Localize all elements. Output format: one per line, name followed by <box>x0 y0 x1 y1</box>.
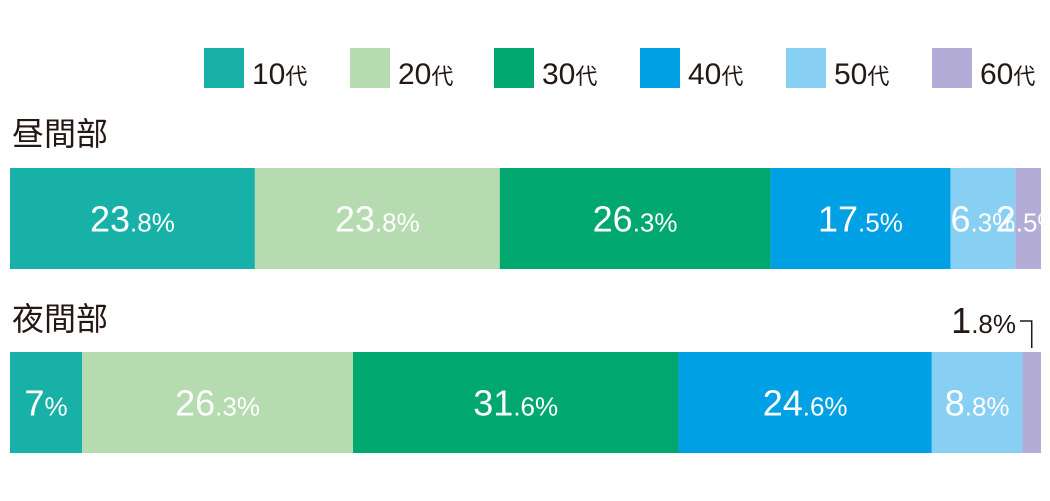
segment-label-30s: 31.6% <box>473 383 558 424</box>
segment-label-10s: 7% <box>24 383 67 424</box>
bar-segment-60s <box>1022 352 1041 453</box>
segment-label-20s: 23.8% <box>335 199 420 240</box>
bar-segment-30s <box>352 352 679 453</box>
segment-label-50s: 6.3% <box>950 199 1015 240</box>
segment-label-40s: 17.5% <box>818 199 903 240</box>
callout-label-60s: 1.8% <box>951 300 1016 341</box>
bar-segment-50s <box>931 352 1023 453</box>
legend: 10代 20代 30代 40代 50代 60代 <box>204 48 1035 91</box>
bar-segment-10s <box>10 168 255 269</box>
segment-label-50s: 8.8% <box>945 383 1010 424</box>
legend-label-30s: 30代 <box>542 58 597 91</box>
bar-segment-20s <box>254 168 500 269</box>
row-1: 昼間部 23.8% 23.8% 26.3% 17.5% 6.3%2.5% <box>10 116 1050 269</box>
segment-label-20s: 26.3% <box>175 383 260 424</box>
legend-label-10s: 10代 <box>252 58 307 91</box>
bar-segment-60s <box>1015 168 1041 269</box>
bar-segment-10s <box>10 352 83 453</box>
segment-label-60s: 2.5% <box>996 199 1050 240</box>
legend-swatch-20s <box>350 48 390 88</box>
bar-segment-20s <box>82 352 353 453</box>
legend-label-60s: 60代 <box>980 58 1035 91</box>
bar-segment-30s <box>499 168 771 269</box>
row-title: 夜間部 <box>12 301 108 337</box>
legend-label-50s: 50代 <box>834 58 889 91</box>
legend-swatch-10s <box>204 48 244 88</box>
segment-label-30s: 26.3% <box>593 199 678 240</box>
legend-label-20s: 20代 <box>398 58 453 91</box>
legend-swatch-30s <box>494 48 534 88</box>
row-title: 昼間部 <box>12 116 108 152</box>
callout-leader-line <box>1020 320 1033 348</box>
segment-label-40s: 24.6% <box>763 383 848 424</box>
chart-rows: 昼間部 23.8% 23.8% 26.3% 17.5% 6.3%2.5% 夜間部 7% 26.3… <box>10 116 1050 453</box>
legend-label-40s: 40代 <box>688 58 743 91</box>
legend-swatch-40s <box>640 48 680 88</box>
bar-segment-40s <box>770 168 951 269</box>
row-2: 夜間部 7% 26.3% 31.6% 24.6% 8.8% 1.8% <box>10 300 1041 453</box>
bar-segment-40s <box>678 352 932 453</box>
legend-swatch-60s <box>932 48 972 88</box>
legend-swatch-50s <box>786 48 826 88</box>
bar-segment-50s <box>950 168 1016 269</box>
segment-label-10s: 23.8% <box>90 199 175 240</box>
